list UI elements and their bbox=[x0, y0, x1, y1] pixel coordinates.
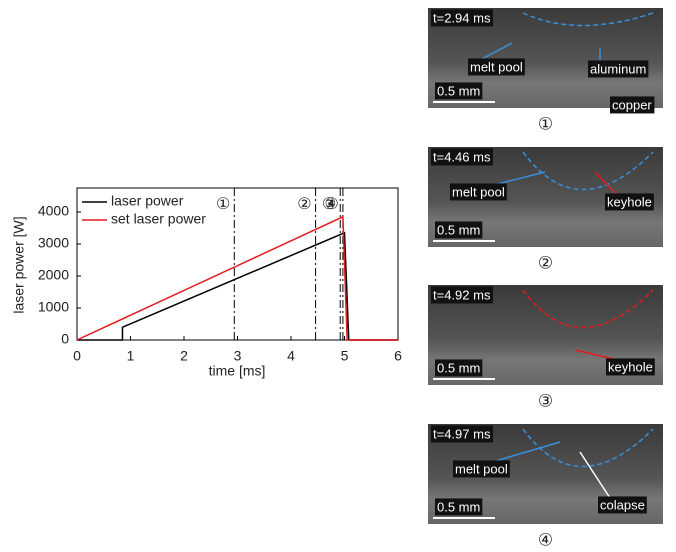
legend-label: laser power bbox=[111, 193, 184, 209]
panel-number: ① bbox=[538, 114, 553, 133]
panel-label: aluminum bbox=[590, 61, 646, 76]
legend-label: set laser power bbox=[111, 211, 206, 227]
panel-label: melt pool bbox=[470, 59, 523, 74]
x-tick-label: 4 bbox=[287, 348, 295, 364]
y-tick-label: 2000 bbox=[38, 267, 69, 283]
pointer bbox=[574, 349, 619, 361]
panel-label: keyhole bbox=[608, 359, 653, 374]
label-bg bbox=[431, 286, 493, 304]
scale-label: 0.5 mm bbox=[437, 222, 480, 237]
y-tick-label: 1000 bbox=[38, 299, 69, 315]
panel-time: t=4.92 ms bbox=[433, 287, 491, 302]
series-line bbox=[77, 231, 398, 341]
pointer bbox=[479, 42, 513, 61]
label-bg bbox=[598, 496, 647, 514]
x-tick-label: 3 bbox=[234, 348, 242, 364]
label-bg bbox=[435, 498, 483, 516]
event-label: ④ bbox=[325, 196, 339, 213]
label-bg bbox=[453, 460, 510, 478]
panel-number: ③ bbox=[538, 391, 553, 410]
label-bg bbox=[450, 183, 507, 201]
label-bg bbox=[431, 9, 493, 27]
label-bg bbox=[431, 425, 493, 443]
panel-time: t=2.94 ms bbox=[433, 10, 491, 25]
panel-number: ② bbox=[538, 253, 553, 272]
panel-label: copper bbox=[612, 97, 652, 112]
series-line bbox=[76, 215, 398, 341]
y-axis-label: laser power [W] bbox=[11, 216, 27, 313]
x-tick-label: 2 bbox=[180, 348, 188, 364]
event-label: ③ bbox=[322, 196, 336, 213]
label-bg bbox=[468, 58, 525, 76]
x-tick-label: 0 bbox=[73, 348, 81, 364]
scale-label: 0.5 mm bbox=[437, 499, 480, 514]
label-bg bbox=[605, 193, 654, 211]
panel-label: melt pool bbox=[452, 184, 505, 199]
label-bg bbox=[435, 359, 483, 377]
y-tick-label: 3000 bbox=[38, 235, 69, 251]
event-label: ② bbox=[297, 196, 311, 213]
panel-time: t=4.97 ms bbox=[433, 426, 491, 441]
label-bg bbox=[435, 82, 483, 100]
panel-number: ④ bbox=[538, 530, 553, 547]
panel-label: colapse bbox=[600, 497, 645, 512]
label-bg bbox=[606, 358, 655, 376]
pool-outline bbox=[522, 151, 654, 191]
pool-outline bbox=[522, 12, 654, 27]
label-bg bbox=[435, 221, 483, 239]
x-tick-label: 5 bbox=[341, 348, 349, 364]
x-tick-label: 1 bbox=[127, 348, 135, 364]
pointer bbox=[594, 171, 618, 196]
event-label: ① bbox=[216, 196, 230, 213]
y-tick-label: 0 bbox=[61, 331, 69, 347]
x-tick-label: 6 bbox=[394, 348, 402, 364]
panel-label: melt pool bbox=[455, 461, 508, 476]
panel-time: t=4.46 ms bbox=[433, 149, 491, 164]
scale-label: 0.5 mm bbox=[437, 360, 480, 375]
label-bg bbox=[431, 148, 493, 166]
pool-outline bbox=[522, 289, 654, 329]
scale-label: 0.5 mm bbox=[437, 83, 480, 98]
label-bg bbox=[588, 60, 649, 78]
panel-label: keyhole bbox=[607, 194, 652, 209]
label-bg bbox=[610, 96, 655, 114]
pointer bbox=[579, 451, 611, 499]
x-axis-label: time [ms] bbox=[209, 363, 266, 379]
y-tick-label: 4000 bbox=[38, 203, 69, 219]
pool-outline bbox=[522, 428, 654, 468]
